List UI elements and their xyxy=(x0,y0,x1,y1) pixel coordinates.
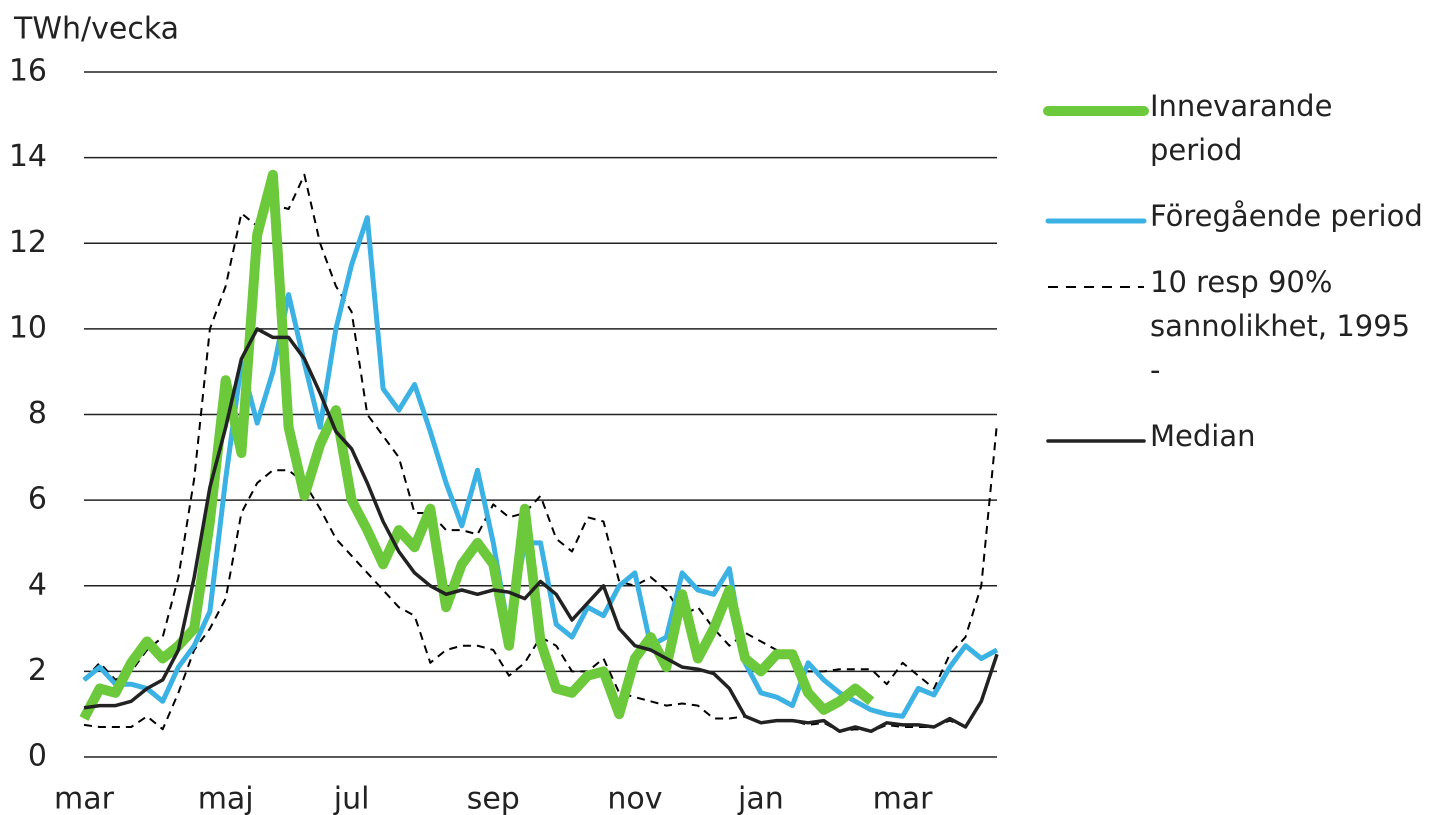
legend: Innevarande period Föregående period 10 re… xyxy=(1040,89,1429,486)
series-line xyxy=(83,327,999,734)
y-tick-label: 10 xyxy=(9,310,47,345)
legend-item: Föregående period xyxy=(1040,199,1429,238)
y-tick-label: 16 xyxy=(9,54,47,89)
y-axis-label: TWh/vecka xyxy=(13,12,179,47)
y-tick-label: 8 xyxy=(28,396,47,431)
legend-swatch xyxy=(1045,218,1147,224)
series-line xyxy=(79,169,875,721)
legend-item: Median xyxy=(1040,419,1429,458)
legend-label: Föregående period xyxy=(1150,199,1423,233)
y-tick-label: 6 xyxy=(28,482,47,517)
y-tick-label: 12 xyxy=(9,225,47,260)
x-tick-label: sep xyxy=(467,782,520,815)
y-tick-label: 14 xyxy=(9,139,47,174)
legend-item: 10 resp 90% sannolikhet, 1995 - xyxy=(1040,265,1429,392)
x-tick-label: maj xyxy=(198,782,254,815)
y-tick-label: 4 xyxy=(28,567,47,602)
x-tick-label: jul xyxy=(333,782,370,815)
x-tick-label: jan xyxy=(737,782,784,815)
x-tick-label: nov xyxy=(607,782,662,815)
legend-label: Innevarande period xyxy=(1150,89,1333,167)
series-line-upper xyxy=(83,173,998,690)
legend-swatch xyxy=(1043,106,1149,116)
legend-swatch xyxy=(1048,286,1144,288)
legend-label: Median xyxy=(1150,419,1256,453)
x-tick-label: mar xyxy=(54,782,115,815)
legend-item: Innevarande period xyxy=(1040,89,1429,172)
y-tick-label: 0 xyxy=(28,739,47,774)
x-tick-label: mar xyxy=(873,782,934,815)
legend-label: 10 resp 90% sannolikhet, 1995 - xyxy=(1150,265,1411,387)
y-tick-label: 2 xyxy=(28,653,47,688)
legend-swatch xyxy=(1046,439,1146,443)
